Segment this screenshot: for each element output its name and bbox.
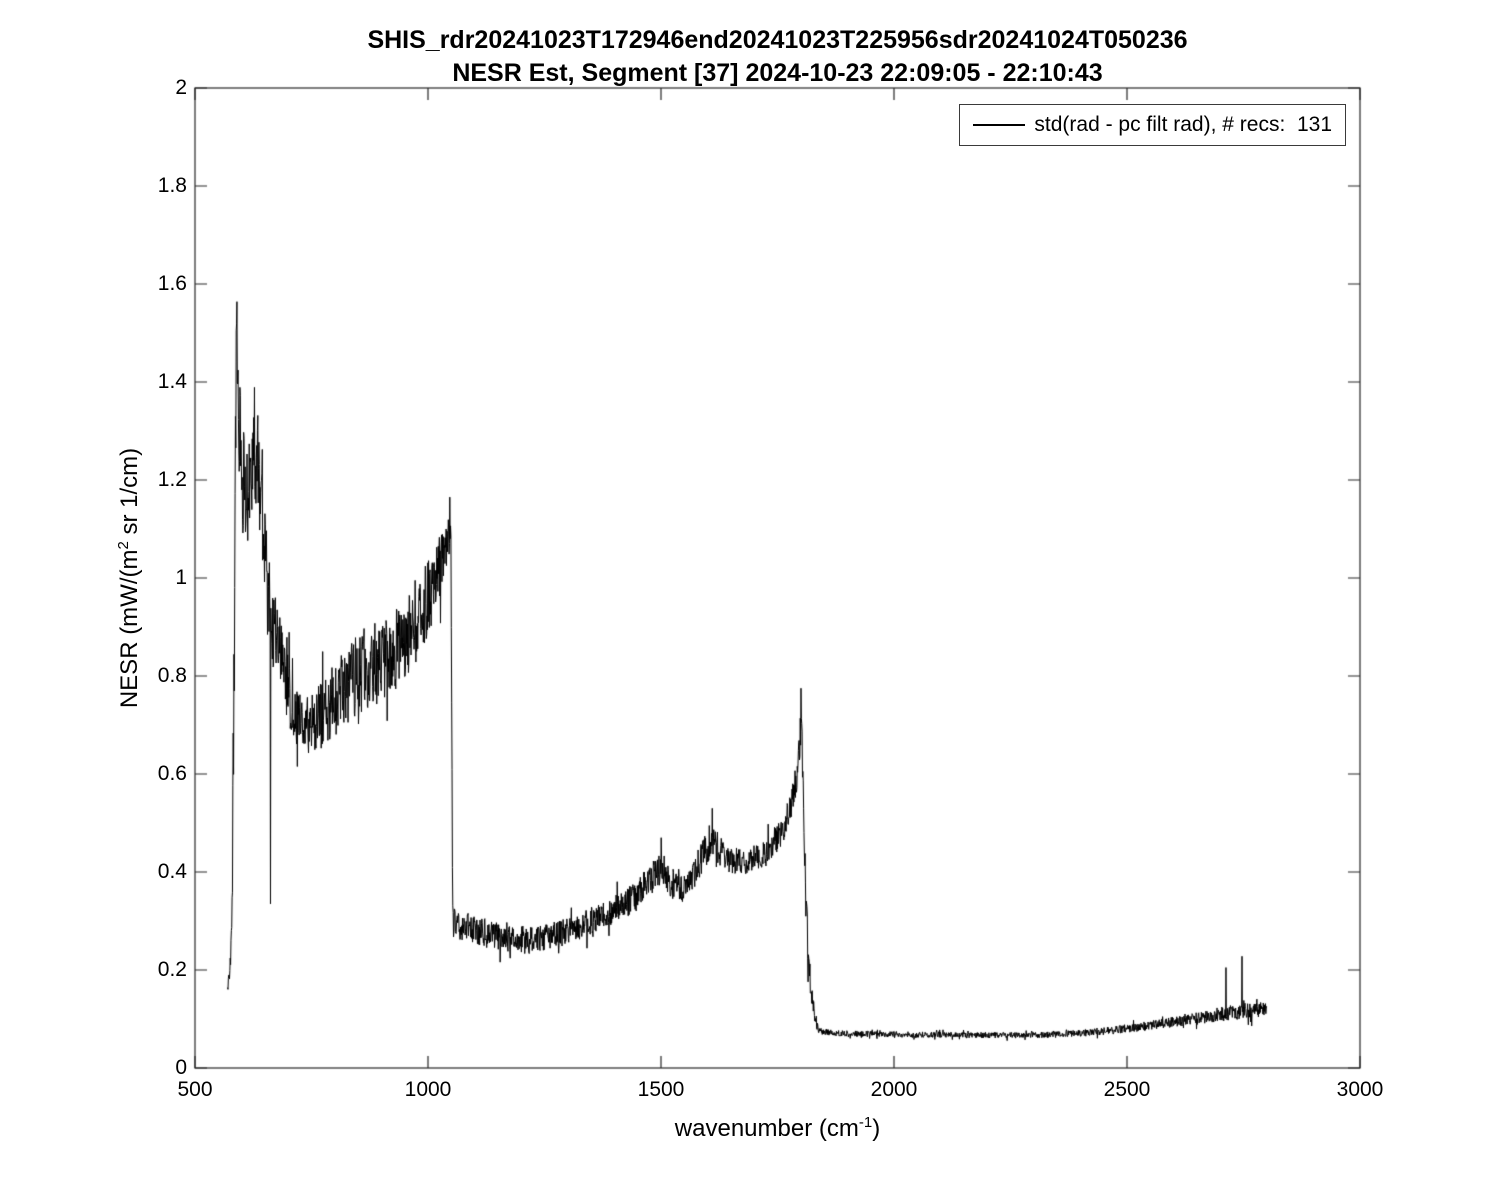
x-tick-label: 1500 (637, 1078, 685, 1101)
y-axis-label-close: sr 1/cm) (116, 447, 143, 542)
x-tick-label: 2500 (1103, 1078, 1151, 1101)
plot-title: SHIS_rdr20241023T172946end20241023T22595… (367, 26, 1188, 54)
x-axis-label-text: wavenumber (cm (674, 1115, 859, 1142)
y-axis-label-text: NESR (mW/(m (116, 549, 143, 709)
y-tick-label: 0.6 (157, 762, 187, 785)
y-tick-label: 0.4 (157, 860, 187, 883)
x-tick-label: 3000 (1336, 1078, 1384, 1101)
legend-entry-label: std(rad - pc filt rad), # recs: 131 (1034, 113, 1332, 136)
x-axis-label-close: ) (872, 1115, 881, 1142)
plot-title-block: SHIS_rdr20241023T172946end20241023T22595… (195, 24, 1360, 90)
legend-line-sample (973, 124, 1026, 126)
y-tick-label: 1.6 (157, 272, 187, 295)
y-tick-label: 1.8 (157, 174, 187, 197)
y-tick-label: 0.8 (157, 664, 187, 687)
y-tick-label: 2 (175, 76, 187, 99)
x-tick-label: 1000 (404, 1078, 452, 1101)
y-tick-label: 0.2 (157, 958, 187, 981)
x-axis-label: wavenumber (cm-1) (195, 1114, 1360, 1143)
y-tick-label: 1.4 (157, 370, 187, 393)
y-tick-label: 0 (175, 1056, 187, 1079)
y-axis-label: NESR (mW/(m2 sr 1/cm) (115, 378, 145, 778)
x-axis-label-superscript: -1 (858, 1114, 873, 1131)
y-tick-label: 1.2 (157, 468, 187, 491)
y-tick-label: 1 (175, 566, 187, 589)
x-tick-label: 2000 (870, 1078, 918, 1101)
y-axis-label-superscript: 2 (115, 541, 132, 550)
legend[interactable]: std(rad - pc filt rad), # recs: 131 (959, 104, 1346, 146)
x-tick-label: 500 (177, 1078, 213, 1101)
plot-subtitle: NESR Est, Segment [37] 2024-10-23 22:09:… (452, 59, 1103, 87)
